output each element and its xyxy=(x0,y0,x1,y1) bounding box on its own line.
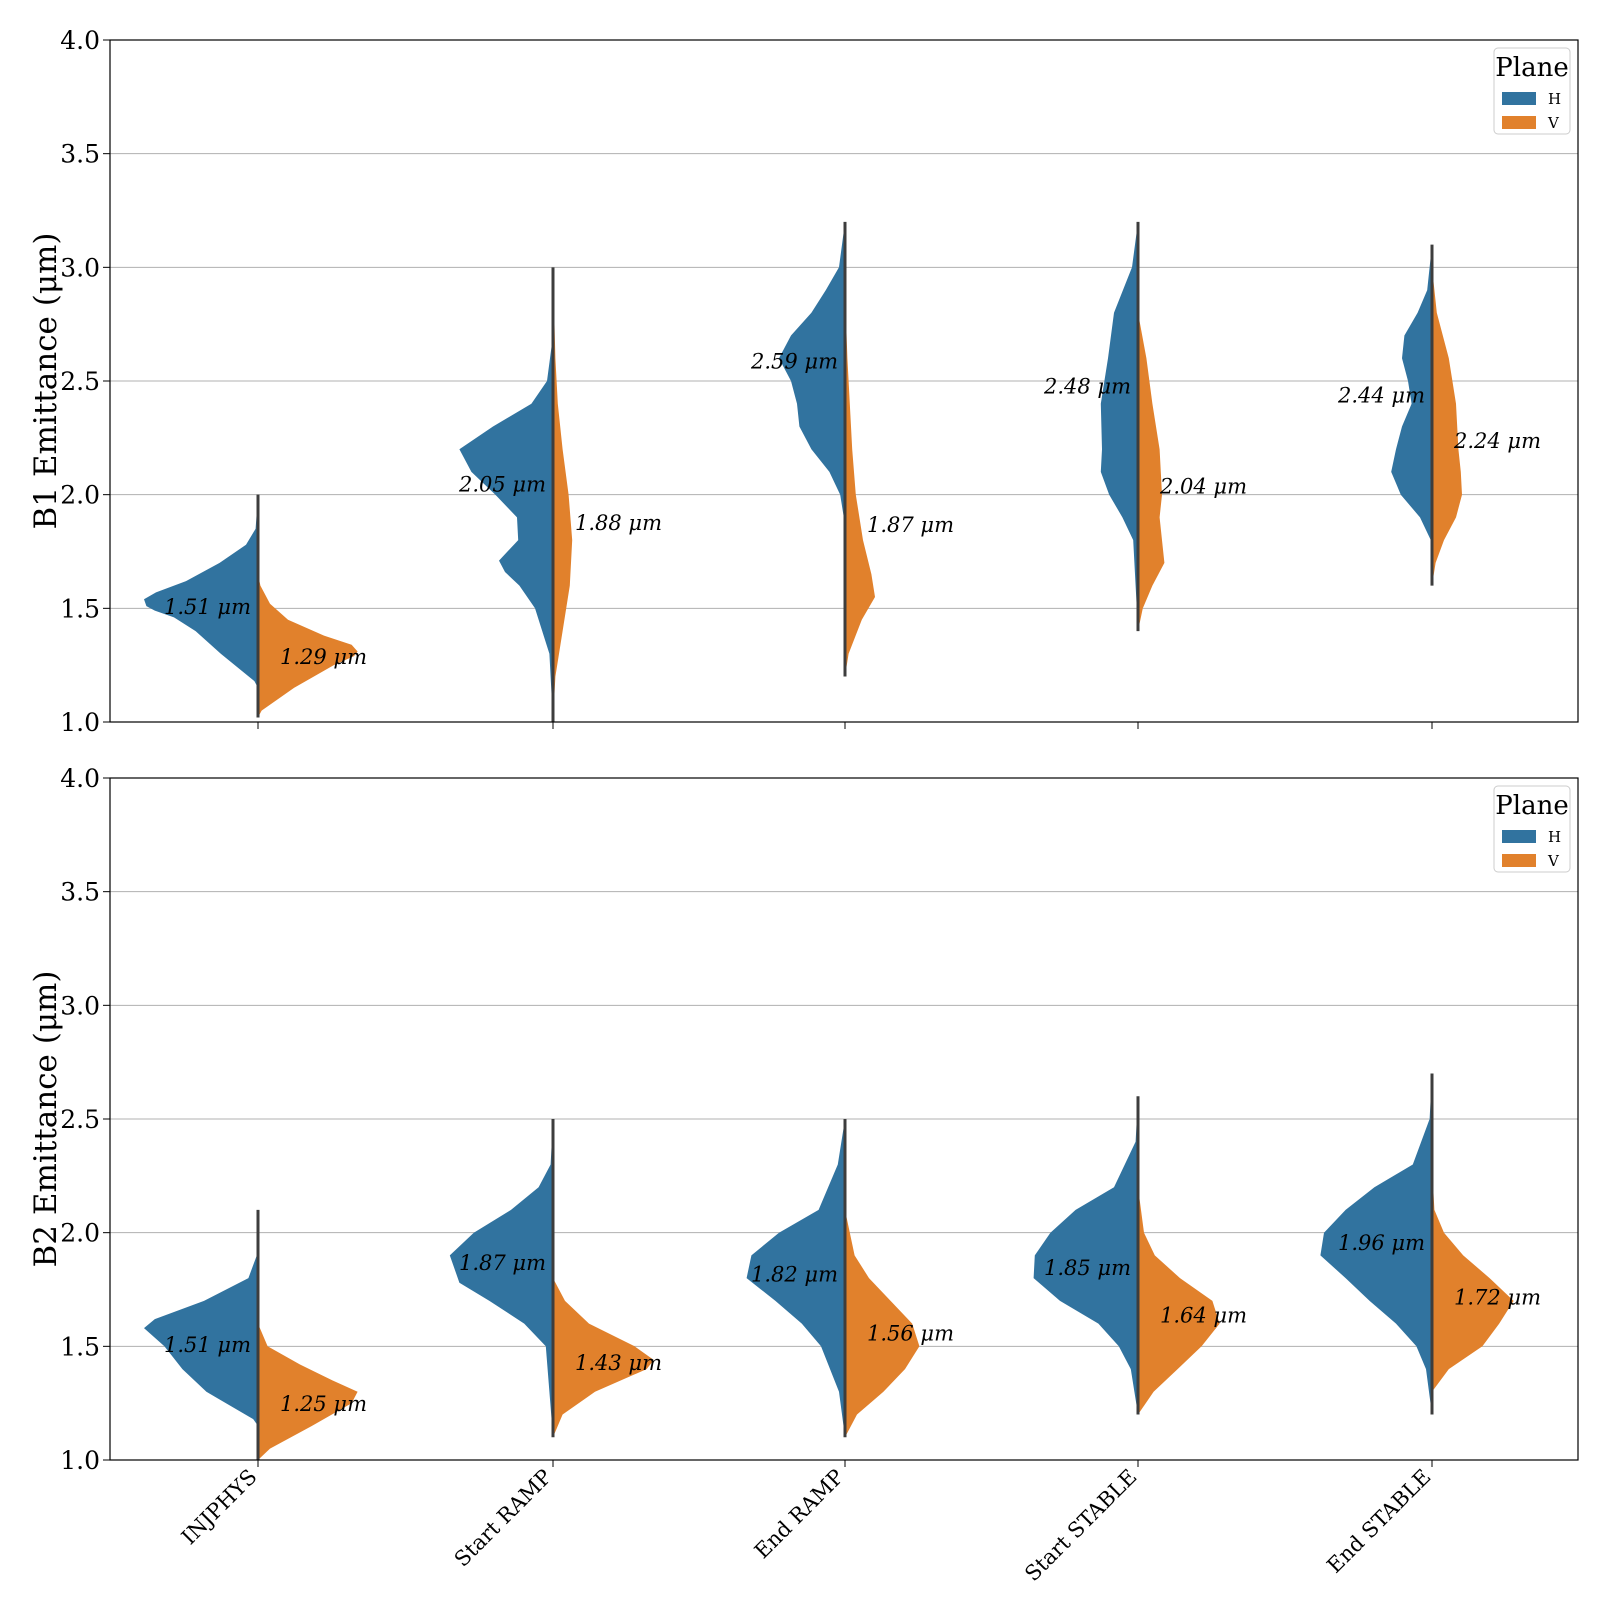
legend-swatch-h xyxy=(1502,92,1536,105)
violin-h-end-ramp xyxy=(746,1119,845,1438)
y-tick-label: 4.0 xyxy=(60,26,100,55)
median-label-v: 1.64 μm xyxy=(1160,1304,1247,1328)
legend-box xyxy=(1493,47,1571,135)
median-label-h: 1.82 μm xyxy=(751,1263,838,1287)
violin-v-end-stable xyxy=(1432,267,1462,586)
x-tick-label: Start RAMP xyxy=(450,1465,557,1572)
y-tick-label: 1.0 xyxy=(60,1446,100,1475)
y-tick-label: 2.0 xyxy=(60,1219,100,1248)
axes-frame xyxy=(109,39,1579,723)
y-tick-label: 4.0 xyxy=(60,764,100,793)
violin-v-start-stable xyxy=(1138,312,1165,632)
violin-h-injphys xyxy=(144,1209,258,1426)
median-label-v: 1.29 μm xyxy=(280,645,367,669)
median-label-h: 2.48 μm xyxy=(1043,375,1131,399)
violin-v-injphys xyxy=(258,1323,358,1460)
median-label-v: 1.56 μm xyxy=(867,1322,954,1346)
legend-entry-h: H xyxy=(1548,828,1561,846)
x-tick-label: End RAMP xyxy=(750,1465,849,1564)
legend-swatch-v xyxy=(1502,116,1536,129)
axes-frame xyxy=(109,777,1579,1461)
violin-h-start-stable xyxy=(1100,221,1138,632)
y-tick-label: 1.0 xyxy=(60,708,100,737)
legend-entry-h: H xyxy=(1548,90,1561,108)
x-tick-label: End STABLE xyxy=(1322,1465,1435,1578)
legend: Plane HV xyxy=(1493,785,1571,873)
y-axis-label: B2 Emittance (μm) xyxy=(28,971,64,1268)
legend-title: Plane xyxy=(1495,791,1568,821)
y-tick-label: 2.5 xyxy=(60,1105,100,1134)
median-label-h: 1.51 μm xyxy=(164,595,251,619)
violin-h-start-ramp xyxy=(459,335,553,722)
violin-h-start-ramp xyxy=(449,1119,553,1438)
b1-emittance-panel: 1.0 1.5 2.0 2.5 3.0 3.5 4.0 B1 Emittance (μm) 1.… xyxy=(28,26,1579,737)
violin-h-start-stable xyxy=(1033,1096,1138,1415)
legend-swatch-h xyxy=(1502,830,1536,843)
y-tick-label: 3.5 xyxy=(60,140,100,169)
median-label-h: 2.05 μm xyxy=(458,472,546,496)
y-tick-label: 1.5 xyxy=(60,594,100,623)
x-tick-label: INJPHYS xyxy=(177,1465,262,1550)
legend-title: Plane xyxy=(1495,53,1568,83)
y-axis-label: B1 Emittance (μm) xyxy=(28,233,64,530)
violin-v-start-ramp xyxy=(553,1278,654,1438)
legend: Plane HV xyxy=(1493,47,1571,135)
violin-h-end-stable xyxy=(1320,1073,1432,1415)
y-tick-label: 3.0 xyxy=(60,991,100,1020)
violin-h-end-stable xyxy=(1391,244,1432,586)
violin-h-end-ramp xyxy=(779,221,845,677)
x-tick-label: Start STABLE xyxy=(1020,1465,1141,1586)
median-label-h: 1.85 μm xyxy=(1044,1256,1131,1280)
median-label-h: 2.59 μm xyxy=(750,350,838,374)
violin-v-start-ramp xyxy=(553,267,573,722)
median-label-h: 1.51 μm xyxy=(164,1333,251,1357)
legend-swatch-v xyxy=(1502,854,1536,867)
violin-v-start-stable xyxy=(1138,1187,1220,1415)
median-label-v: 1.87 μm xyxy=(867,513,954,537)
legend-entry-v: V xyxy=(1547,852,1560,870)
median-label-v: 2.04 μm xyxy=(1159,475,1247,499)
y-tick-label: 3.5 xyxy=(60,878,100,907)
y-tick-label: 3.0 xyxy=(60,253,100,282)
b2-emittance-panel: 1.0 1.5 2.0 2.5 3.0 3.5 4.0 B2 Emittance (μm) 1.… xyxy=(28,764,1579,1586)
legend-entry-v: V xyxy=(1547,114,1560,132)
median-label-h: 1.96 μm xyxy=(1338,1231,1425,1255)
median-label-v: 1.43 μm xyxy=(575,1351,662,1375)
median-label-v: 1.72 μm xyxy=(1454,1285,1541,1309)
median-label-h: 2.44 μm xyxy=(1337,384,1425,408)
violin-v-injphys xyxy=(258,574,358,718)
median-label-v: 1.25 μm xyxy=(280,1392,367,1416)
violin-h-injphys xyxy=(144,494,258,688)
violin-v-end-ramp xyxy=(845,290,875,677)
legend-box xyxy=(1493,785,1571,873)
median-label-v: 1.88 μm xyxy=(575,511,662,535)
y-tick-label: 1.5 xyxy=(60,1332,100,1361)
violin-v-end-ramp xyxy=(845,1209,920,1438)
violin-v-end-stable xyxy=(1432,1164,1514,1392)
y-tick-label: 2.0 xyxy=(60,481,100,510)
median-label-h: 1.87 μm xyxy=(459,1251,546,1275)
y-tick-label: 2.5 xyxy=(60,367,100,396)
median-label-v: 2.24 μm xyxy=(1453,429,1541,453)
